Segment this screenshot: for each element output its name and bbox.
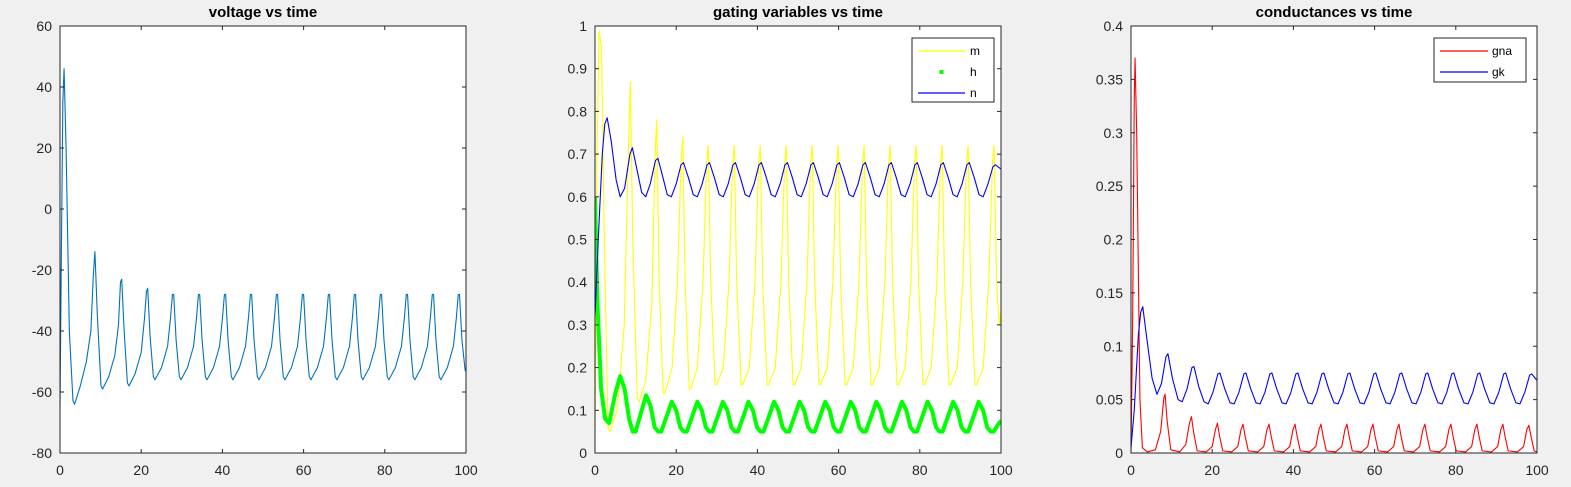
plot-area: [1131, 26, 1537, 453]
chart-title: gating variables vs time: [713, 4, 883, 21]
y-tick-label: 0.6: [568, 189, 588, 205]
y-tick-label: 0.3: [568, 317, 588, 333]
y-tick-label: -40: [32, 323, 52, 339]
chart-panel-1: 0 20 40 60 80 100 -80 -60 -40 -20 0 20 40 60 voltage v…: [32, 4, 478, 478]
plot-area: [60, 26, 466, 453]
series-line-h: [595, 196, 1001, 434]
y-tick-label: 0.4: [1104, 18, 1124, 34]
y-tick-label: 0.1: [568, 402, 588, 418]
y-tick-label: -60: [32, 384, 52, 400]
y-tick-label: 0: [1115, 445, 1123, 461]
y-tick-label: 1: [579, 18, 587, 34]
y-tick-label: 20: [36, 140, 52, 156]
y-tick-label: 0.7: [568, 146, 588, 162]
x-tick-label: 20: [133, 462, 149, 478]
y-tick-label: 0: [44, 201, 52, 217]
y-tick-label: -20: [32, 262, 52, 278]
chart-title: conductances vs time: [1256, 4, 1413, 21]
x-tick-label: 100: [1525, 462, 1549, 478]
legend-marker-h: [939, 70, 944, 74]
x-tick-label: 20: [668, 462, 684, 478]
legend-label-m: m: [970, 44, 980, 58]
x-tick-label: 60: [1367, 462, 1383, 478]
y-tick-label: 0.1: [1104, 338, 1124, 354]
y-tick-label: -80: [32, 445, 52, 461]
legend: gna gk: [1433, 37, 1527, 83]
x-tick-label: 100: [454, 462, 478, 478]
x-tick-label: 40: [750, 462, 766, 478]
legend-label-h: h: [970, 65, 977, 79]
x-tick-label: 40: [215, 462, 231, 478]
chart-title: voltage vs time: [209, 4, 317, 21]
series-line-gk: [1131, 306, 1537, 448]
y-tick-label: 0.9: [568, 61, 588, 77]
series-line-gna: [1131, 57, 1537, 454]
y-tick-label: 40: [36, 79, 52, 95]
x-tick-label: 80: [912, 462, 928, 478]
legend-box: [1433, 37, 1527, 83]
y-tick-label: 0.2: [1104, 232, 1124, 248]
x-tick-label: 80: [377, 462, 393, 478]
y-tick-label: 0.4: [568, 274, 588, 290]
chart-panel-2: 0 20 40 60 80 100 0 0.1 0.2 0.3 0.4 0.5 0.6 0.7 0.8 0.9…: [568, 4, 1013, 478]
y-tick-label: 0: [579, 445, 587, 461]
y-tick-label: 0.25: [1096, 178, 1123, 194]
y-tick-label: 0.15: [1096, 285, 1123, 301]
y-tick-label: 0.5: [568, 232, 588, 248]
x-tick-label: 60: [296, 462, 312, 478]
x-tick-label: 40: [1286, 462, 1302, 478]
series-line-trace-1: [60, 68, 466, 408]
y-tick-label: 60: [36, 18, 52, 34]
legend-label-gk: gk: [1492, 65, 1506, 79]
legend-box: [911, 37, 995, 103]
x-tick-label: 0: [56, 462, 64, 478]
legend-label-gna: gna: [1492, 44, 1512, 58]
y-tick-label: 0.35: [1096, 71, 1123, 87]
legend: mhn: [911, 37, 995, 103]
y-tick-label: 0.8: [568, 103, 588, 119]
y-tick-label: 0.2: [568, 360, 588, 376]
x-tick-label: 100: [989, 462, 1013, 478]
axes-box: [59, 25, 467, 454]
x-tick-label: 20: [1204, 462, 1220, 478]
x-tick-label: 0: [591, 462, 599, 478]
y-tick-label: 0.05: [1096, 392, 1123, 408]
x-tick-label: 60: [831, 462, 847, 478]
legend-label-n: n: [970, 86, 977, 100]
x-tick-label: 80: [1448, 462, 1464, 478]
y-tick-label: 0.3: [1104, 125, 1124, 141]
chart-panel-3: 0 20 40 60 80 100 0 0.05 0.1 0.15 0.2 0.25 0.3 0.35 0.…: [1096, 4, 1549, 478]
series-line-n: [595, 117, 1001, 317]
x-tick-label: 0: [1127, 462, 1135, 478]
series-line-m: [595, 29, 1001, 433]
